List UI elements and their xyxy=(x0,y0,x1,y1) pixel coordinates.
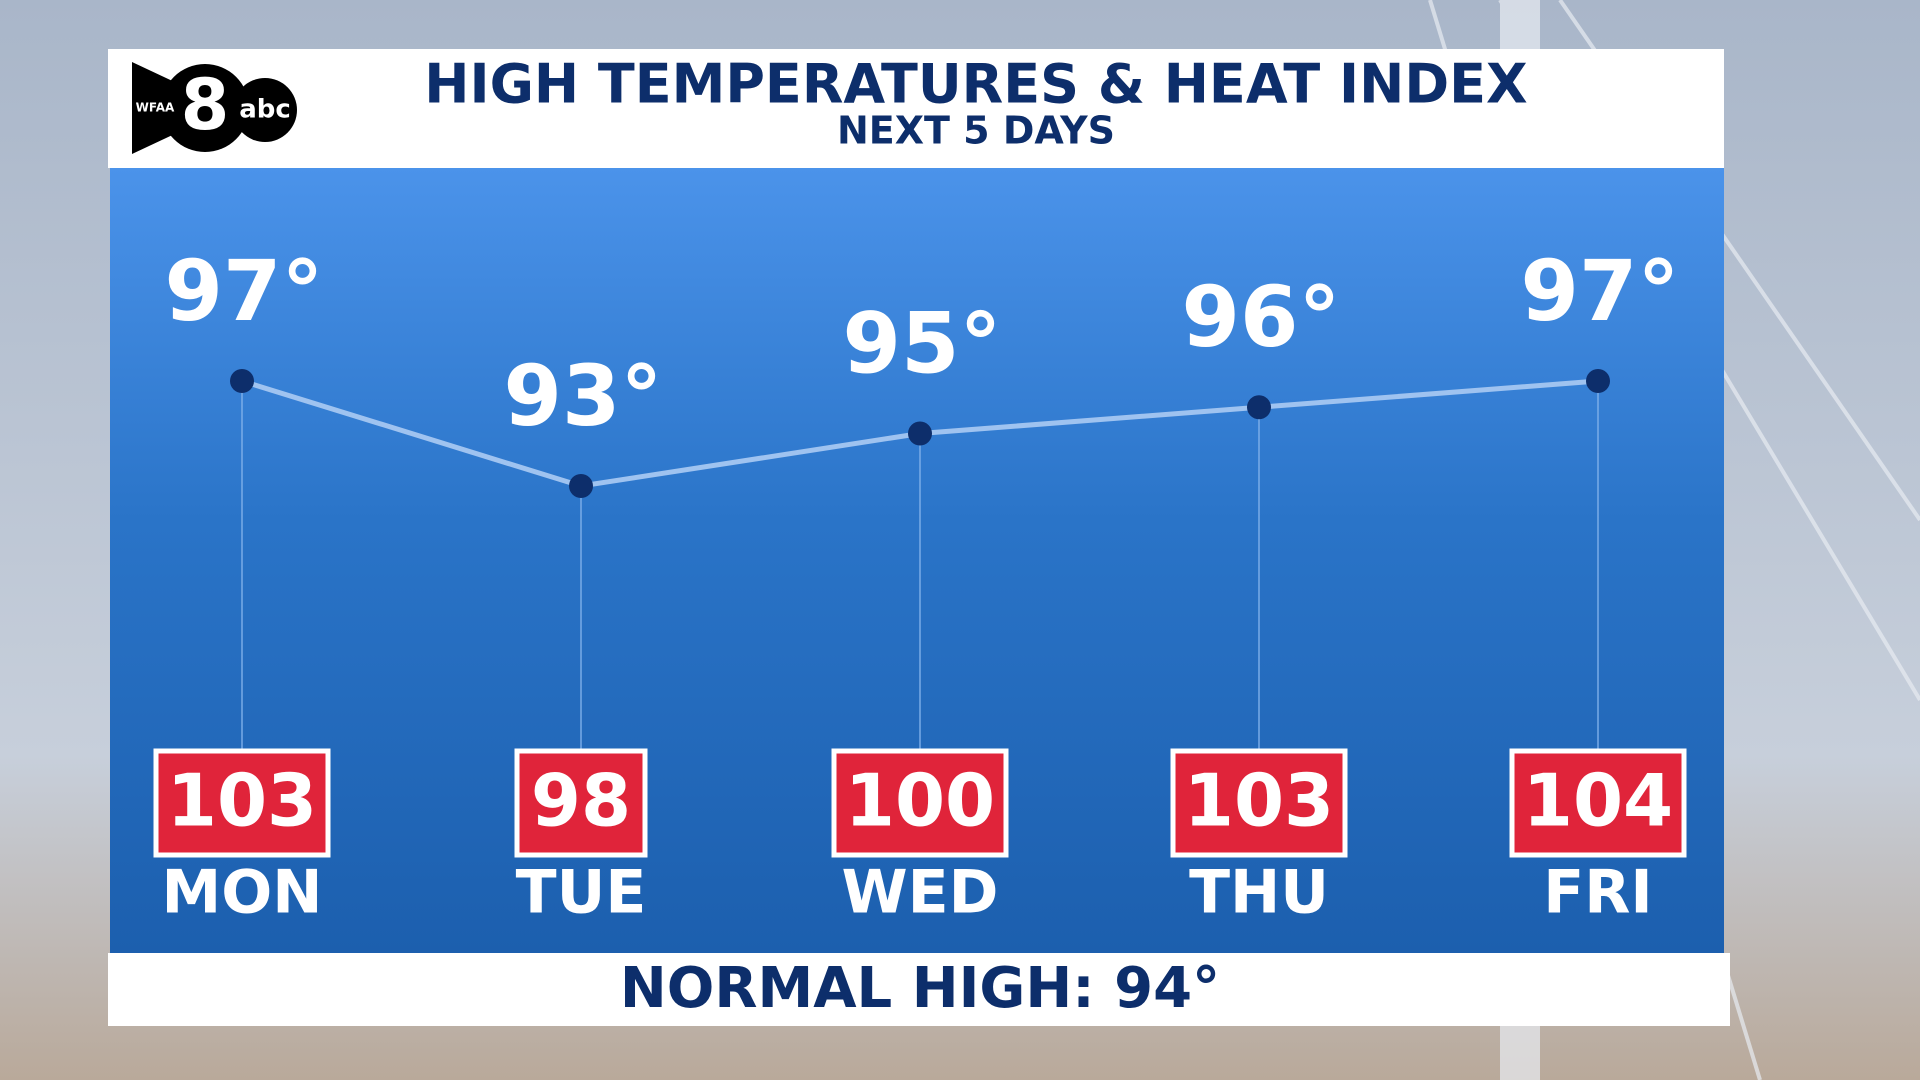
day-label: FRI xyxy=(1543,858,1653,928)
header xyxy=(108,49,1724,168)
temperature-point xyxy=(1586,369,1610,393)
logo: 8 WFAA abc xyxy=(132,62,297,154)
temperature-label: 97° xyxy=(165,242,324,340)
logo-network: abc xyxy=(239,95,291,125)
temperature-label: 97° xyxy=(1521,242,1680,340)
chart-subtitle: NEXT 5 DAYS xyxy=(837,109,1115,153)
heat-index-label: 100 xyxy=(845,759,995,843)
heat-index-label: 104 xyxy=(1523,759,1673,843)
annotation: NORMAL HIGH: 94° xyxy=(620,956,1220,1021)
heat-index-box xyxy=(153,748,331,858)
day-label: THU xyxy=(1189,858,1329,928)
temperature-point xyxy=(569,474,593,498)
temperature-label: 96° xyxy=(1182,268,1341,366)
logo-number: 8 xyxy=(181,64,230,146)
heat-index-box xyxy=(1509,748,1687,858)
day-label: TUE xyxy=(516,858,647,928)
temperature-label: 95° xyxy=(843,294,1002,392)
heat-index-label: 103 xyxy=(1184,759,1334,843)
logo-station: WFAA xyxy=(136,101,175,115)
heat-index-box xyxy=(831,748,1009,858)
temperature-point xyxy=(1247,395,1271,420)
chart-title: HIGH TEMPERATURES & HEAT INDEX xyxy=(424,53,1527,116)
day-label: MON xyxy=(162,858,323,928)
heat-index-label: 103 xyxy=(167,759,317,843)
temperature-point xyxy=(908,421,932,446)
temperature-point xyxy=(230,369,254,393)
day-label: WED xyxy=(842,858,999,928)
heat-index-box xyxy=(514,748,648,858)
heat-index-label: 98 xyxy=(531,759,631,843)
footer xyxy=(108,953,1730,1026)
heat-index-box xyxy=(1170,748,1348,858)
temperature-label: 93° xyxy=(504,347,663,445)
